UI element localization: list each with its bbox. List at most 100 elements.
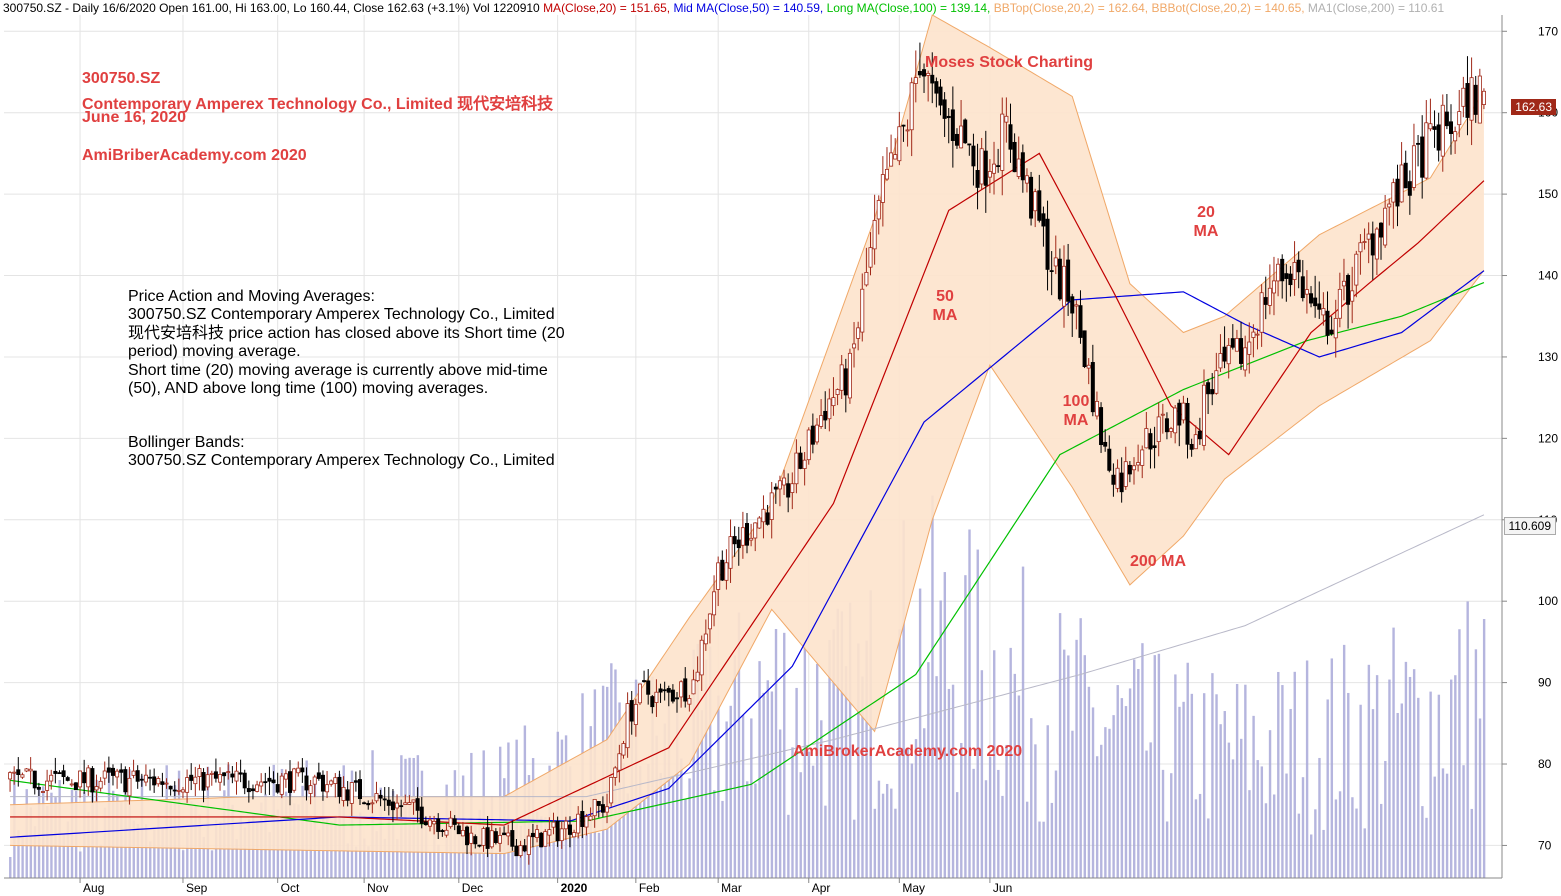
- volume-bar: [717, 695, 720, 878]
- candle-body: [930, 74, 935, 84]
- label-ma20-text: MA: [1193, 223, 1219, 240]
- candle-body: [1374, 228, 1379, 260]
- volume-bar: [844, 666, 848, 878]
- candle-body: [1234, 337, 1239, 352]
- volume-bar: [1355, 808, 1358, 878]
- x-tick-label: Sep: [186, 881, 208, 895]
- candle-body: [658, 688, 663, 693]
- candle-body: [724, 562, 729, 581]
- volume-bar: [667, 702, 671, 878]
- candle-body: [1333, 318, 1338, 339]
- candle-body: [769, 492, 774, 520]
- candle-body: [670, 689, 675, 702]
- volume-bar: [1124, 706, 1128, 878]
- volume-bar: [902, 520, 905, 878]
- candle-body: [481, 828, 486, 846]
- candle-body: [753, 522, 758, 539]
- candle-body: [864, 272, 869, 286]
- volume-bar: [1038, 821, 1041, 878]
- candle-body: [790, 483, 795, 493]
- candle-body: [798, 452, 803, 469]
- volume-bar: [663, 723, 667, 878]
- candle-body: [1317, 303, 1322, 310]
- volume-bar: [1392, 627, 1395, 878]
- candle-body: [967, 143, 972, 146]
- candle-body: [131, 770, 136, 776]
- candle-body: [971, 145, 976, 167]
- ma200-line: [10, 514, 1485, 798]
- candle-body: [1148, 433, 1153, 450]
- candle-body: [934, 81, 939, 94]
- volume-bar: [684, 799, 687, 878]
- volume-bar: [741, 714, 745, 878]
- candle-body: [868, 247, 873, 268]
- volume-bar: [1235, 683, 1239, 878]
- candle-body: [288, 771, 293, 793]
- candle-body: [621, 743, 626, 756]
- candle-body: [1383, 207, 1388, 246]
- candle-body: [823, 410, 828, 421]
- candle-body: [271, 779, 276, 784]
- volume-bar: [511, 848, 514, 878]
- volume-bar: [696, 643, 699, 878]
- volume-bar: [729, 705, 732, 878]
- candle-body: [662, 689, 667, 692]
- y-tick-label: 120: [1538, 431, 1558, 445]
- volume-bar: [791, 747, 794, 878]
- volume-bar: [984, 780, 988, 878]
- note-line-7: Bollinger Bands:: [128, 434, 245, 451]
- candle-body: [493, 831, 498, 843]
- volume-bar: [746, 781, 749, 878]
- candle-body: [1436, 124, 1441, 151]
- volume-bar: [1013, 673, 1017, 878]
- volume-bar: [132, 820, 135, 878]
- candle-body: [440, 830, 445, 832]
- volume-bar: [1104, 727, 1107, 878]
- candle-body: [337, 776, 342, 797]
- candle-body: [584, 816, 589, 828]
- candle-body: [551, 821, 556, 828]
- volume-bars: [9, 495, 1486, 878]
- candle-body: [444, 829, 449, 836]
- volume-bar: [947, 688, 951, 878]
- volume-bar: [885, 783, 889, 878]
- candle-body: [1012, 141, 1017, 173]
- candle-body: [205, 774, 210, 788]
- volume-bar: [676, 703, 679, 878]
- candle-body: [1457, 111, 1462, 126]
- candle-body: [979, 148, 984, 185]
- candle-body: [835, 389, 840, 395]
- candle-body: [345, 789, 350, 801]
- volume-bar: [721, 800, 724, 878]
- header-bbtop: BBTop(Close,20,2) = 162.64,: [993, 1, 1149, 15]
- candle-body: [1000, 113, 1005, 171]
- candle-body: [1469, 77, 1474, 121]
- ma20-line: [10, 152, 1485, 826]
- volume-bar: [1116, 685, 1119, 878]
- candle-body: [230, 773, 235, 778]
- volume-bar: [725, 721, 728, 878]
- volume-bar: [1005, 744, 1008, 878]
- volume-bar: [807, 751, 811, 878]
- volume-bar: [647, 764, 650, 878]
- header-bbbot: BBBot(Close,20,2) = 140.65,: [1151, 1, 1305, 15]
- candle-body: [860, 288, 865, 333]
- candle-body: [329, 780, 334, 785]
- candle-body: [1449, 121, 1454, 134]
- candle-body: [600, 804, 605, 813]
- candle-body: [436, 818, 441, 832]
- candle-body: [1255, 333, 1260, 336]
- volume-bar: [960, 742, 963, 878]
- volume-bar: [1310, 834, 1313, 878]
- candle-body: [218, 773, 223, 783]
- candle-body: [1049, 270, 1054, 272]
- volume-bar: [1194, 799, 1198, 878]
- candle-body: [1029, 176, 1034, 219]
- volume-bar: [671, 775, 675, 878]
- candle-body: [1313, 297, 1318, 307]
- candle-body: [370, 802, 375, 805]
- volume-bar: [577, 824, 580, 878]
- candle-body: [341, 787, 346, 801]
- volume-bar: [766, 680, 769, 878]
